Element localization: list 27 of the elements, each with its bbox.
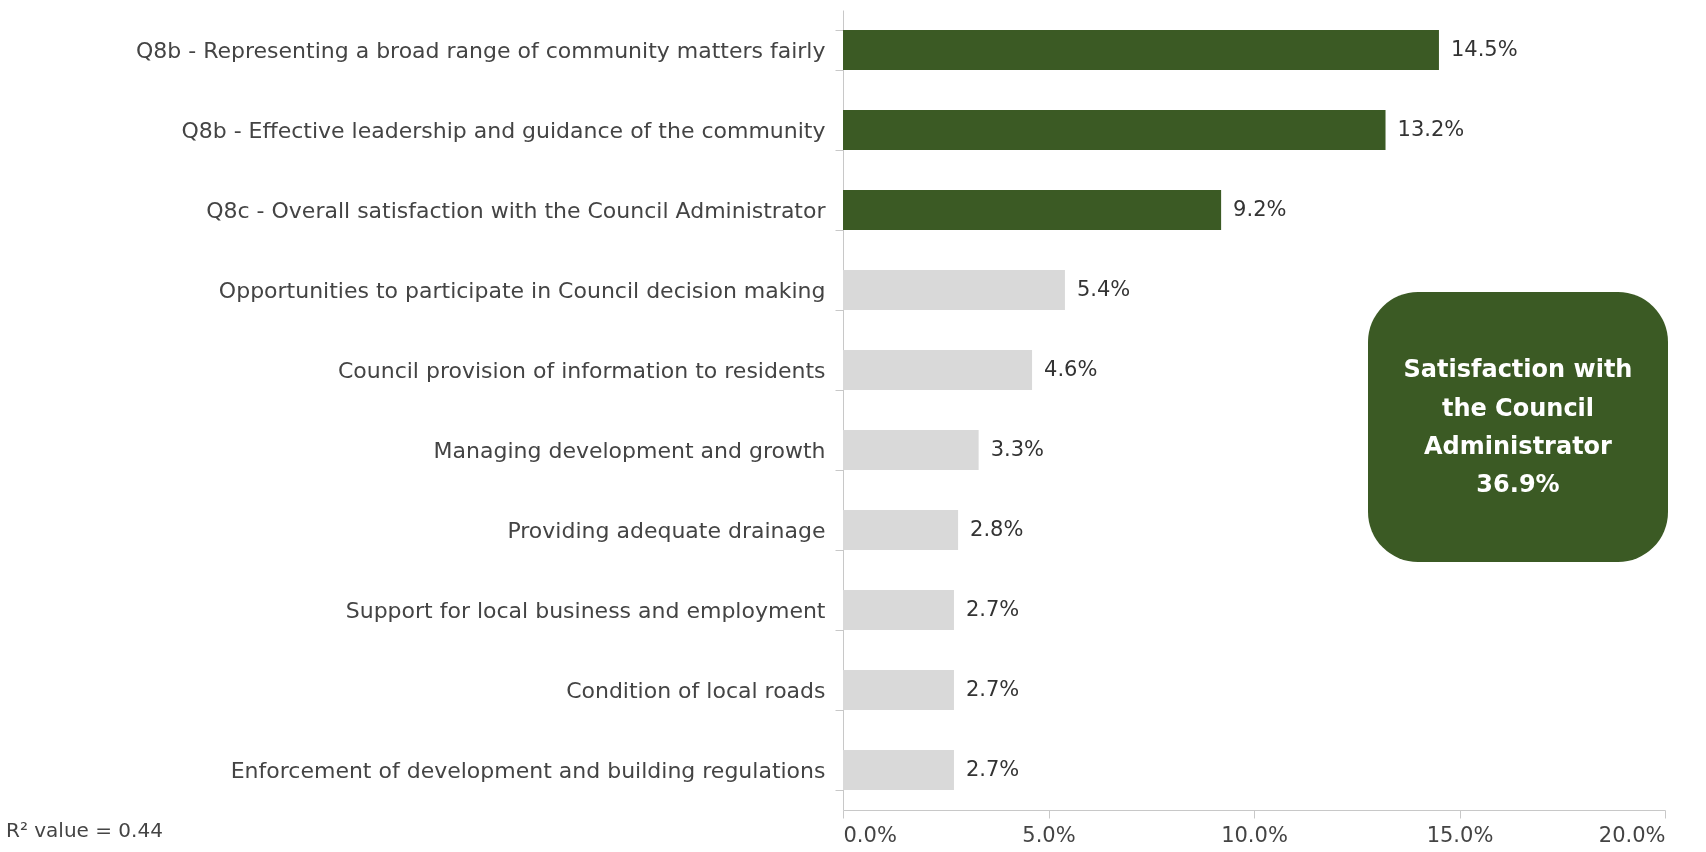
data-label: 13.2% [1397, 117, 1465, 141]
data-label: 9.2% [1233, 197, 1287, 221]
y-tick-label: Enforcement of development and building regulations [230, 757, 826, 783]
y-tick-label: Condition of local roads [566, 677, 826, 703]
rounded-callout-box: Satisfaction with the Council Administrator 36.9% [1368, 292, 1668, 562]
data-label: 2.8% [970, 517, 1024, 541]
x-tick-label: 20.0% [1598, 822, 1666, 847]
data-label: 5.4% [1076, 277, 1131, 301]
x-tick-label: 10.0% [1221, 822, 1288, 847]
x-tick-label: 15.0% [1426, 822, 1494, 847]
y-tick-label: Q8c - Overall satisfaction with the Council Administrator [206, 197, 827, 223]
y-tick-label: Opportunities to participate in Council decision making [218, 277, 826, 303]
x-tick-label: 5.0% [1022, 822, 1076, 847]
y-tick-label: Providing adequate drainage [507, 517, 826, 543]
x-tick-label: 0.0% [843, 822, 897, 847]
data-label: 2.7% [965, 677, 1020, 701]
data-label: 2.7% [965, 597, 1020, 621]
y-tick-label: Q8b - Representing a broad range of community matters fairly [135, 37, 826, 63]
y-tick-label: Support for local business and employment [345, 597, 826, 623]
text: R² value = 0.44 [6, 818, 163, 842]
y-tick-label: Managing development and growth [433, 437, 826, 463]
data-label: 14.5% [1450, 37, 1518, 61]
y-tick-label: Q8b - Effective leadership and guidance of the community [181, 117, 826, 143]
y-tick-label: Council provision of information to residents [337, 357, 826, 383]
data-label: 2.7% [965, 757, 1020, 781]
data-label: 4.6% [1044, 357, 1098, 381]
data-label: 3.3% [990, 437, 1044, 461]
